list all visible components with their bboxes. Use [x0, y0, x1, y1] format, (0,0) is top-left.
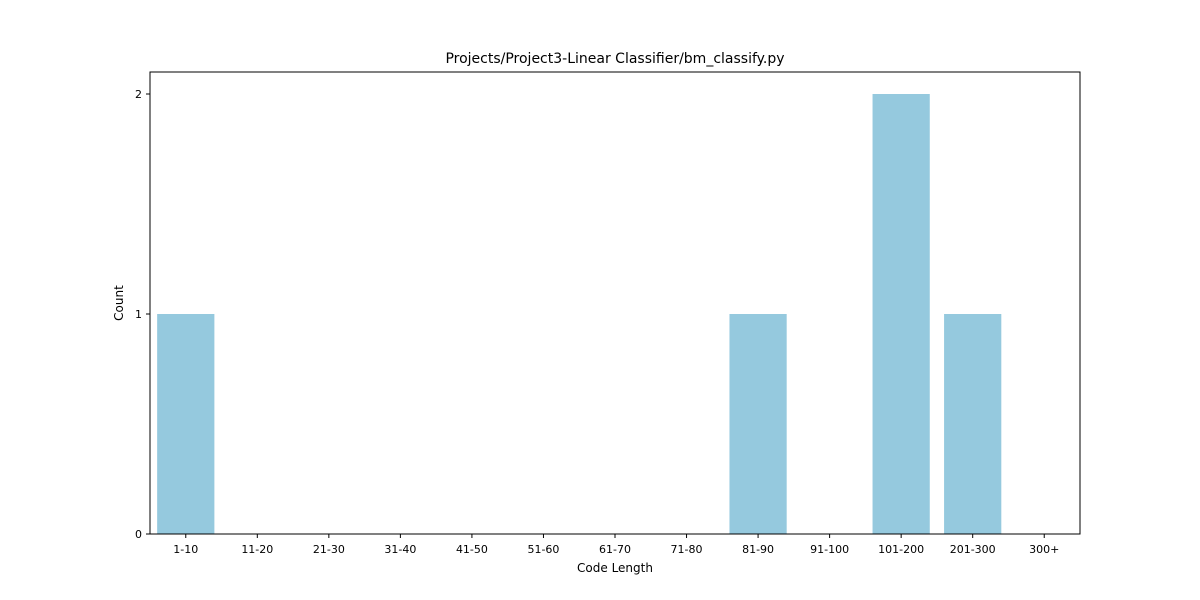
x-tick-label: 61-70	[599, 543, 631, 556]
x-tick-label: 300+	[1029, 543, 1059, 556]
bar-1-10	[157, 314, 214, 534]
x-axis-label: Code Length	[577, 561, 653, 575]
y-tick-label: 1	[135, 308, 142, 321]
bar-81-90	[729, 314, 786, 534]
chart-title: Projects/Project3-Linear Classifier/bm_c…	[445, 51, 784, 67]
x-tick-label: 71-80	[671, 543, 703, 556]
plot-frame	[150, 72, 1080, 534]
y-tick-label: 0	[135, 528, 142, 541]
x-tick-label: 41-50	[456, 543, 488, 556]
x-tick-label: 1-10	[173, 543, 198, 556]
bars-group	[157, 94, 1001, 534]
y-axis-ticks: 0 1 2	[135, 88, 150, 541]
bar-201-300	[944, 314, 1001, 534]
x-tick-label: 21-30	[313, 543, 345, 556]
x-tick-label: 31-40	[384, 543, 416, 556]
x-tick-label: 201-300	[950, 543, 996, 556]
y-axis-label: Count	[112, 285, 126, 321]
x-tick-label: 81-90	[742, 543, 774, 556]
y-tick-label: 2	[135, 88, 142, 101]
x-tick-label: 51-60	[527, 543, 559, 556]
x-tick-label: 101-200	[878, 543, 924, 556]
x-tick-label: 11-20	[241, 543, 273, 556]
bar-101-200	[873, 94, 930, 534]
x-axis-ticks: 1-10 11-20 21-30 31-40 41-50 51-60 61-70 71-80 8…	[173, 534, 1059, 556]
x-tick-label: 91-100	[810, 543, 849, 556]
